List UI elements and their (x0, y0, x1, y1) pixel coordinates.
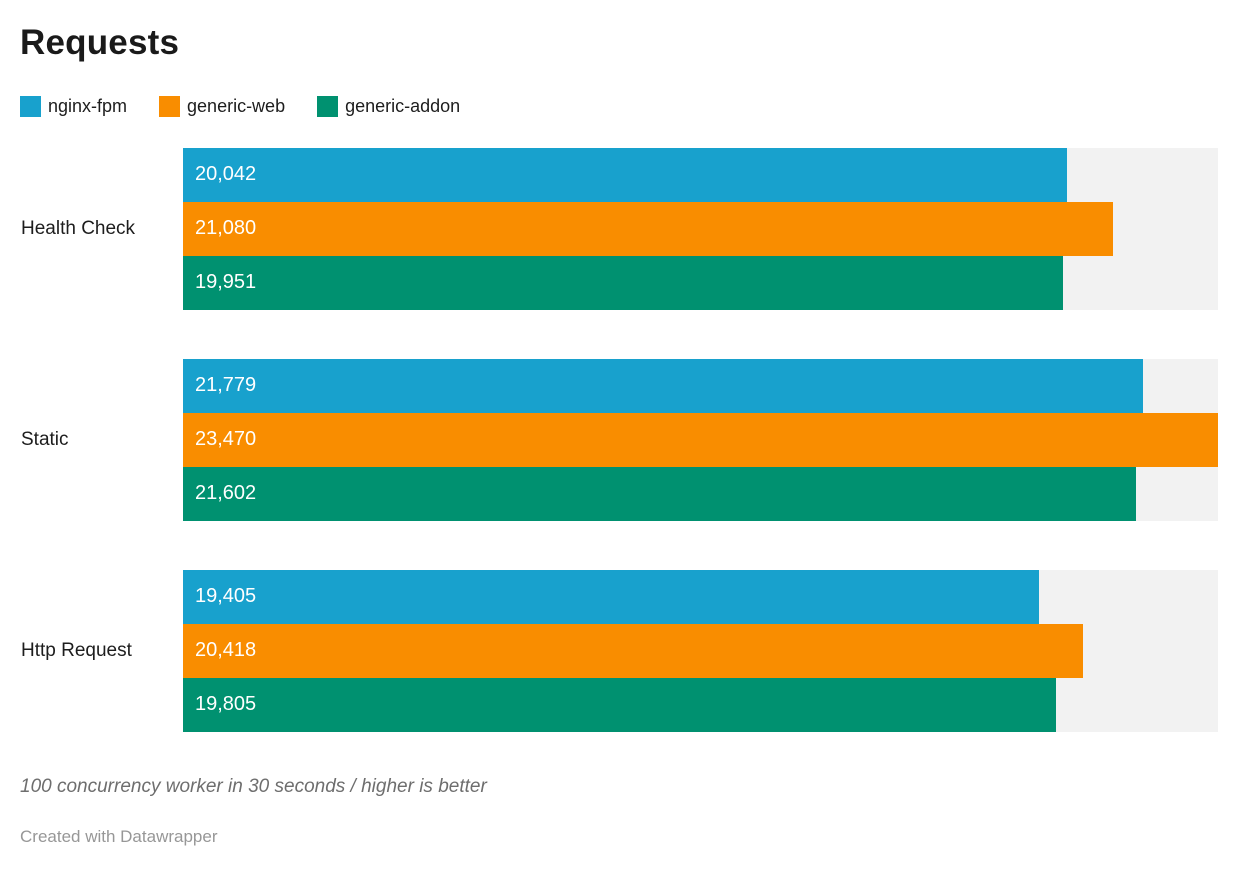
bar-value-label: 21,080 (195, 217, 257, 239)
bar-track: 20,042 21,080 19,951 (183, 147, 1218, 310)
bar-value-label: 23,470 (195, 428, 257, 450)
bar-group: Http Request 19,405 20,418 19,805 (0, 569, 1240, 732)
bar-group: Static 21,779 23,470 21,602 (0, 358, 1240, 521)
legend-label: generic-web (187, 95, 286, 116)
legend-item-generic-web: generic-web (159, 95, 286, 117)
chart-container: Requests nginx-fpm generic-web generic-add… (0, 20, 1240, 880)
category-label: Http Request (21, 639, 132, 661)
bar-generic-web[interactable]: 21,080 (183, 201, 1113, 256)
bar-generic-addon[interactable]: 19,805 (183, 677, 1057, 732)
bar-nginx-fpm[interactable]: 21,779 (183, 358, 1144, 413)
attribution-link[interactable]: Created with Datawrapper (20, 826, 218, 846)
category-label: Static (21, 428, 69, 450)
legend: nginx-fpm generic-web generic-addon (20, 95, 1240, 117)
bar-value-label: 21,602 (195, 482, 257, 504)
legend-swatch-square (159, 95, 181, 117)
bar-generic-web[interactable]: 20,418 (183, 623, 1084, 678)
bar-track: 21,779 23,470 21,602 (183, 358, 1218, 521)
legend-swatch-square (317, 95, 339, 117)
bar-generic-web[interactable]: 23,470 (183, 412, 1218, 467)
category-label: Health Check (21, 217, 136, 239)
bar-value-label: 20,418 (195, 639, 257, 661)
bar-value-label: 19,405 (195, 585, 257, 607)
bar-value-label: 19,805 (195, 693, 257, 715)
bar-track: 19,405 20,418 19,805 (183, 569, 1218, 732)
legend-label: nginx-fpm (48, 95, 128, 116)
bar-nginx-fpm[interactable]: 20,042 (183, 147, 1067, 202)
bar-value-label: 21,779 (195, 374, 257, 396)
bar-chart: Health Check 20,042 21,080 19,951 Static 21,7… (0, 147, 1240, 732)
legend-item-nginx-fpm: nginx-fpm (20, 95, 128, 117)
bar-nginx-fpm[interactable]: 19,405 (183, 569, 1039, 624)
bar-value-label: 19,951 (195, 271, 257, 293)
legend-swatch-square (20, 95, 41, 117)
bar-generic-addon[interactable]: 21,602 (183, 466, 1136, 521)
legend-item-generic-addon: generic-addon (317, 95, 461, 117)
bar-generic-addon[interactable]: 19,951 (183, 255, 1063, 310)
footnote: 100 concurrency worker in 30 seconds / h… (20, 775, 487, 797)
legend-label: generic-addon (345, 95, 461, 116)
chart-title: Requests (20, 23, 180, 62)
bar-group: Health Check 20,042 21,080 19,951 (0, 147, 1240, 310)
bar-value-label: 20,042 (195, 163, 257, 185)
